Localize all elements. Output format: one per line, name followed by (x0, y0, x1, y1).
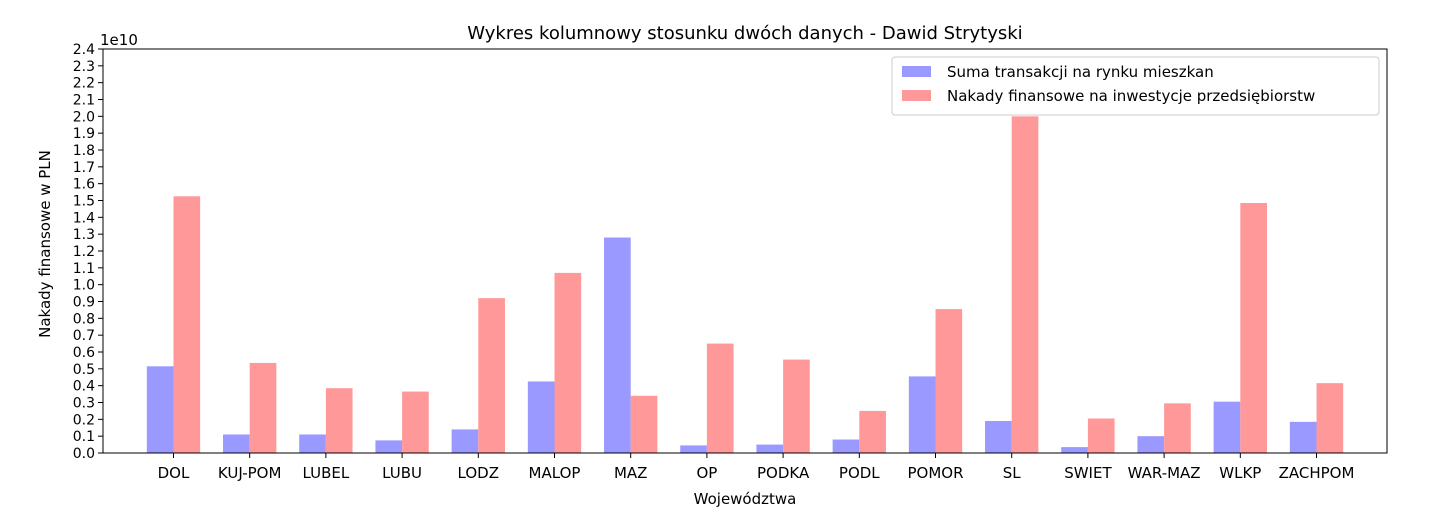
y-axis-label: Nakady finansowe w PLN (36, 150, 54, 338)
y-tick-label: 0.3 (73, 396, 95, 412)
bar-transakcje-lodz (451, 429, 479, 453)
bar-naklady-op (706, 343, 734, 453)
y-tick-label: 1.6 (73, 177, 95, 193)
legend-swatch (902, 66, 931, 77)
y-tick-label: 0.6 (73, 345, 95, 361)
bar-naklady-podl (859, 410, 886, 453)
y-tick-label: 1.1 (73, 261, 95, 277)
x-tick-label: ZACHPOM (1279, 464, 1355, 482)
legend-label: Nakady finansowe na inwestycje przedsięb… (947, 87, 1315, 105)
legend-label: Suma transakcji na rynku mieszkan (947, 63, 1214, 81)
y-tick-label: 2.0 (73, 109, 95, 125)
bar-transakcje-malop (527, 381, 555, 453)
x-axis-ticks: DOL KUJ-POM LUBEL LUBU LODZ MALOP MAZ OP PODKA PO… (158, 453, 1355, 482)
y-tick-label: 0.1 (73, 429, 95, 445)
x-tick-label: MALOP (529, 464, 581, 482)
bar-naklady-podka (783, 359, 810, 453)
bar-transakcje-war-maz (1137, 436, 1165, 453)
x-tick-label: KUJ-POM (218, 464, 282, 482)
y-tick-label: 0.7 (73, 328, 95, 344)
x-tick-label: LUBU (382, 464, 422, 482)
bar-transakcje-op (680, 445, 707, 453)
y-tick-label: 1.2 (73, 244, 95, 260)
x-tick-label: OP (696, 464, 717, 482)
bar-naklady-zachpom (1316, 383, 1344, 453)
y-tick-label: 1.7 (73, 160, 95, 176)
bar-transakcje-lubu (375, 440, 403, 453)
bar-naklady-pomor (935, 309, 963, 453)
bar-naklady-dol (173, 196, 201, 453)
legend: Suma transakcji na rynku mieszkan Nakady … (891, 56, 1380, 116)
y-tick-label: 2.3 (73, 59, 95, 75)
x-tick-label: SWIET (1064, 464, 1112, 482)
y-tick-label: 1.8 (73, 143, 95, 159)
y-tick-label: 0.4 (73, 379, 95, 395)
chart-title: Wykres kolumnowy stosunku dwóch danych -… (467, 23, 1022, 44)
y-tick-label: 1.4 (73, 210, 95, 226)
x-tick-label: DOL (158, 464, 190, 482)
bars-layer (146, 116, 1344, 453)
y-tick-label: 0.8 (73, 311, 95, 327)
x-tick-label: LUBEL (303, 464, 350, 482)
y-axis-offset-label: 1e10 (100, 31, 138, 49)
y-tick-label: 1.0 (73, 278, 95, 294)
y-tick-label: 0.9 (73, 295, 95, 311)
y-tick-label: 1.5 (73, 194, 95, 210)
y-tick-label: 2.2 (73, 76, 95, 92)
x-tick-label: PODKA (757, 464, 810, 482)
bar-naklady-lubel (325, 388, 353, 453)
x-tick-label: MAZ (614, 464, 647, 482)
bar-transakcje-podka (756, 444, 784, 453)
bar-naklady-kuj-pom (249, 362, 277, 453)
x-axis-label: Województwa (694, 490, 797, 508)
bar-transakcje-podl (832, 439, 860, 453)
bar-transakcje-zachpom (1289, 421, 1317, 453)
legend-box (891, 56, 1380, 116)
y-tick-label: 2.1 (73, 93, 95, 109)
bar-naklady-sl (1011, 116, 1039, 453)
bar-transakcje-kuj-pom (223, 434, 250, 453)
x-tick-label: WAR-MAZ (1128, 464, 1201, 482)
x-tick-label: PODL (839, 464, 880, 482)
plot-area-frame (102, 48, 1388, 454)
y-tick-label: 0.5 (73, 362, 95, 378)
bar-naklady-wlkp (1240, 203, 1267, 453)
y-tick-label: 1.9 (73, 126, 95, 142)
bar-transakcje-dol (146, 366, 174, 453)
y-tick-label: 0.0 (73, 446, 95, 462)
y-tick-label: 0.2 (73, 412, 95, 428)
bar-transakcje-wlkp (1213, 401, 1241, 453)
y-tick-label: 1.3 (73, 227, 95, 243)
x-tick-label: SL (1003, 464, 1022, 482)
bar-naklady-malop (554, 272, 582, 453)
bar-naklady-lubu (402, 391, 429, 453)
bar-transakcje-sl (985, 421, 1012, 453)
x-tick-label: WLKP (1219, 464, 1261, 482)
legend-swatch (902, 90, 931, 101)
bar-naklady-war-maz (1164, 403, 1191, 453)
y-axis-ticks: 0.00.10.20.30.40.50.60.70.80.91.01.11.21… (73, 42, 103, 462)
x-tick-label: POMOR (907, 464, 963, 482)
bar-naklady-maz (630, 395, 658, 453)
bar-transakcje-maz (604, 237, 631, 453)
bar-transakcje-swiet (1061, 447, 1088, 453)
y-tick-label: 2.4 (73, 42, 95, 58)
x-tick-label: LODZ (458, 464, 499, 482)
bar-transakcje-pomor (908, 376, 936, 453)
bar-transakcje-lubel (299, 434, 326, 453)
bar-naklady-swiet (1087, 418, 1115, 453)
bar-naklady-lodz (478, 298, 505, 453)
